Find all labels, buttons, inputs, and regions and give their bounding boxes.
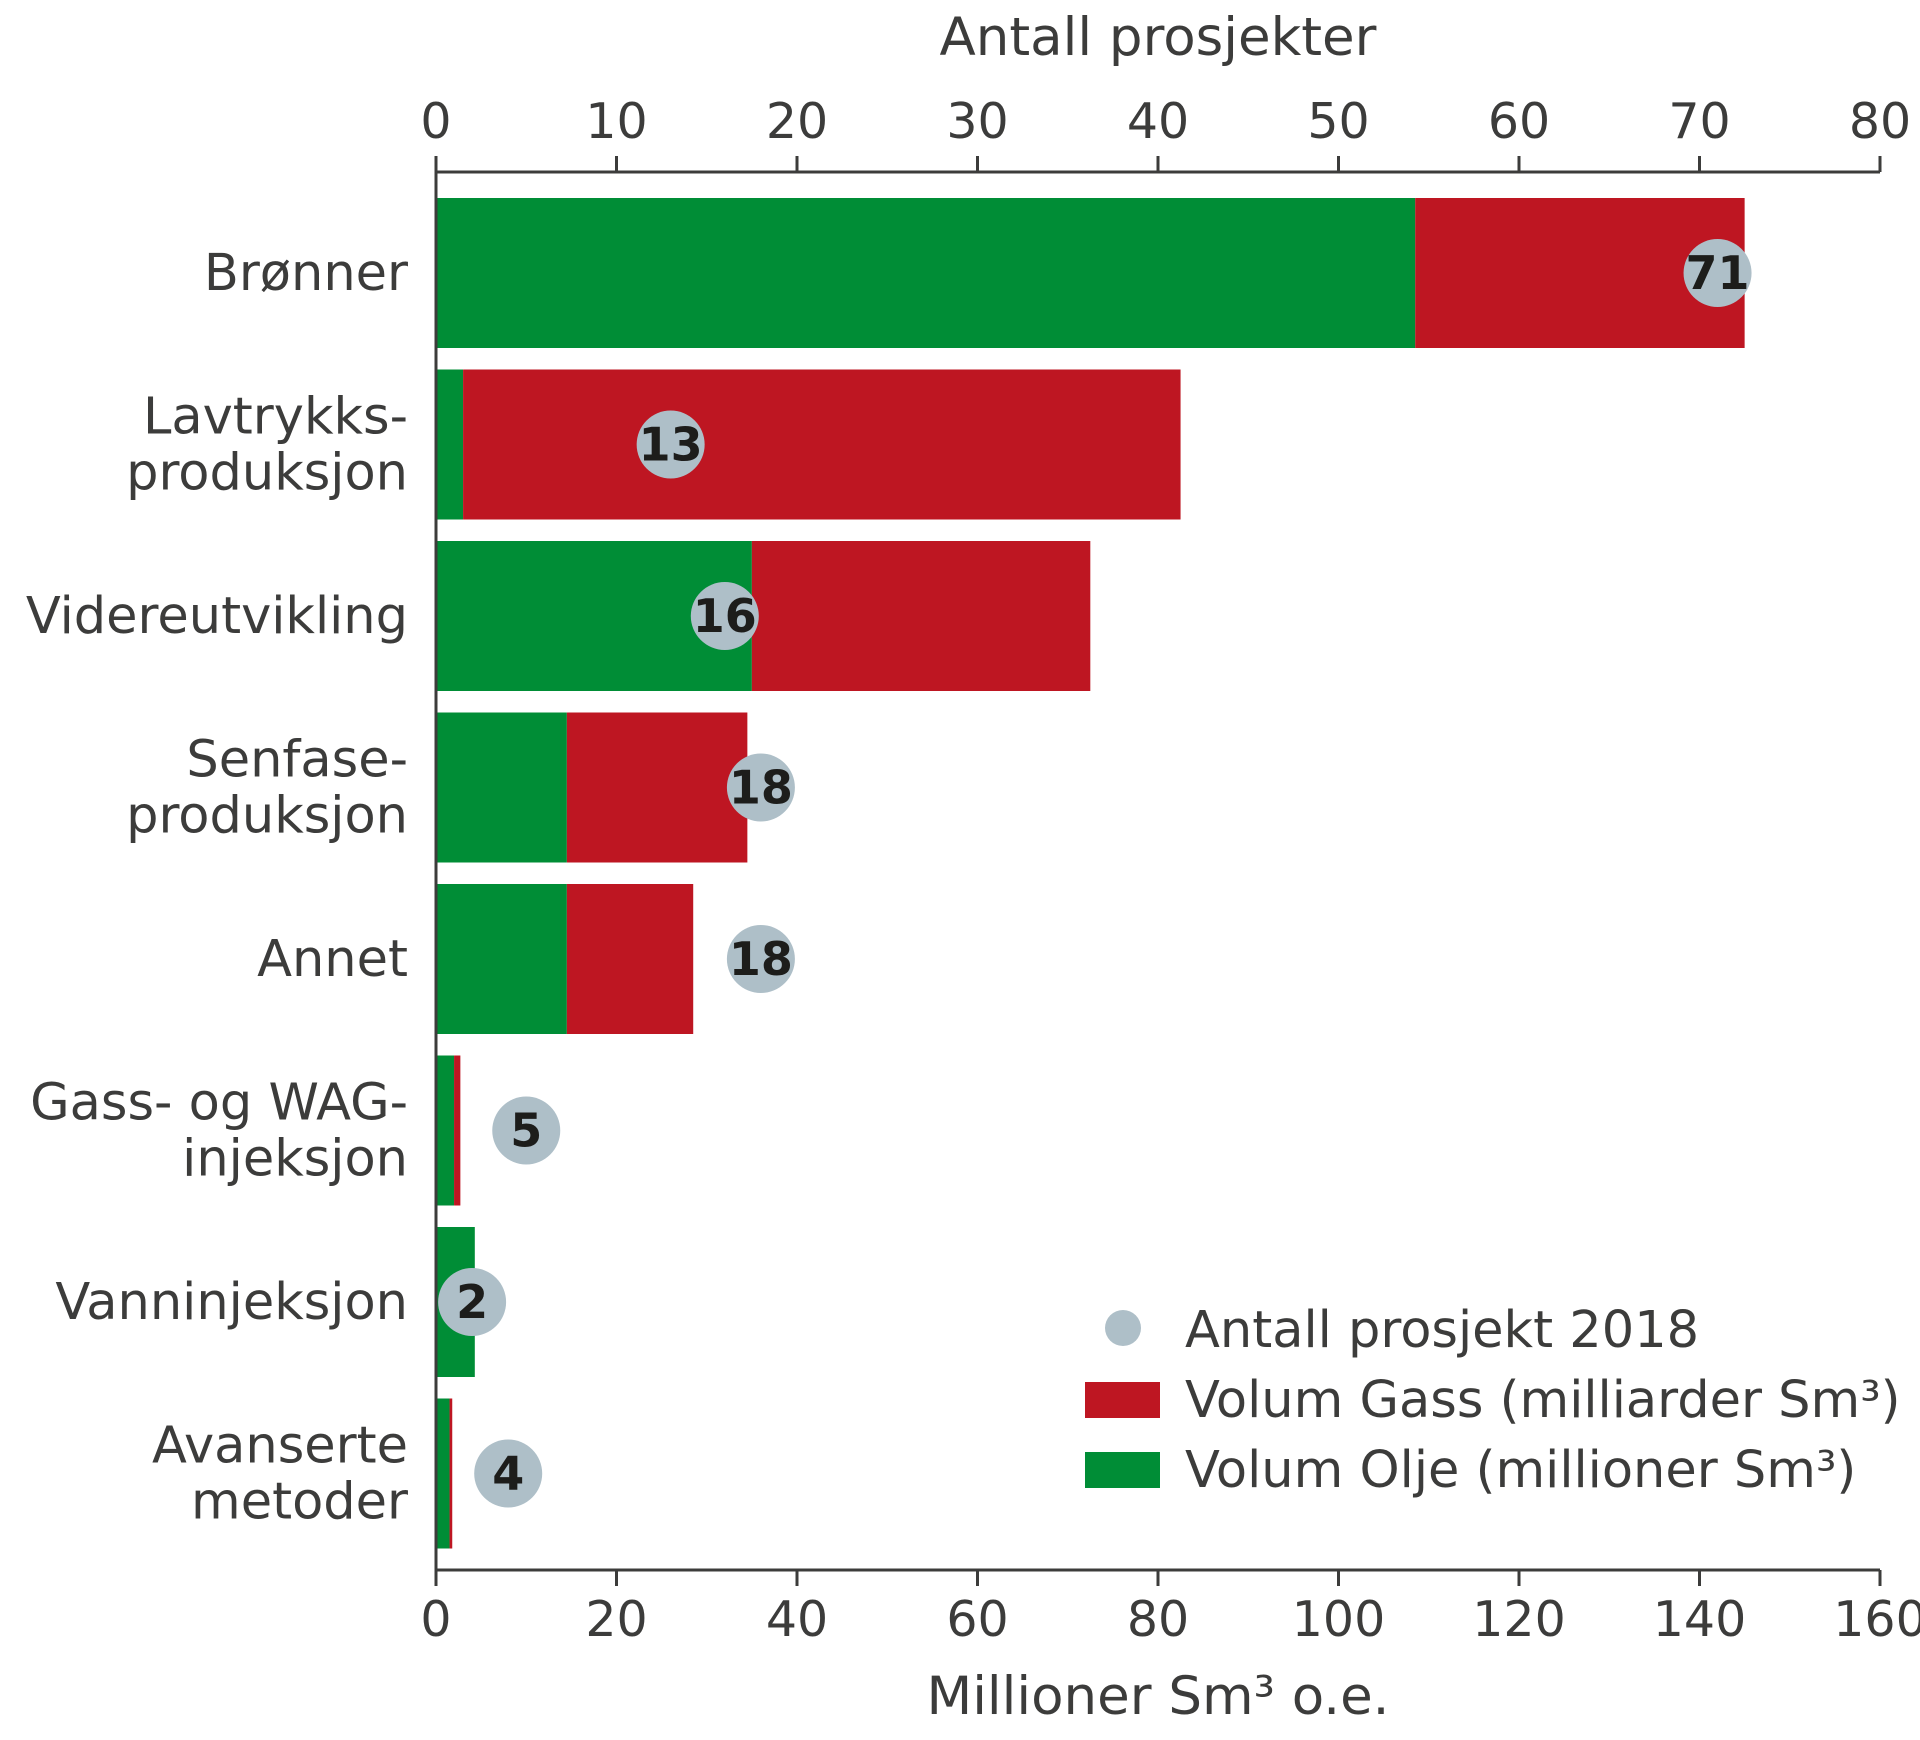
count-dot-6 [438,1268,507,1336]
count-dot-label: 13 [639,418,703,472]
bottom-tick-label: 160 [1833,1591,1920,1648]
count-dot-0 [1683,239,1752,307]
count-dot-2 [690,582,759,650]
top-tick-label: 0 [420,93,451,150]
count-dot-label: 4 [492,1447,524,1501]
category-label: Brønner [204,244,408,303]
legend-label-1: Volum Gass (milliarder Sm³) [1185,1371,1901,1430]
category-label: Vanninjeksjon [55,1273,408,1332]
count-dot-5 [492,1096,561,1165]
bar-gass-5 [454,1055,461,1206]
bottom-tick-label: 40 [766,1591,828,1648]
bar-gass-2 [751,541,1091,691]
top-tick-label: 70 [1668,93,1730,150]
top-tick-label: 40 [1127,93,1189,150]
legend-label-2: Volum Olje (millioner Sm³) [1185,1441,1856,1500]
bar-olje-1 [436,369,464,520]
count-dot-7 [474,1439,543,1508]
count-dot-label: 18 [729,932,793,986]
category-label: produksjon [126,787,408,846]
category-label: Lavtrykks- [143,388,408,447]
category-label: Senfase- [186,731,408,790]
category-label: Videreutvikling [26,587,408,646]
legend-label-0: Antall prosjekt 2018 [1185,1301,1699,1360]
bar-olje-4 [436,884,567,1034]
category-label: injeksjon [182,1130,408,1189]
legend-olje-swatch [1085,1452,1160,1488]
count-dot-label: 71 [1686,246,1750,300]
bottom-tick-label: 120 [1472,1591,1566,1648]
category-label: produksjon [126,444,408,503]
bar-olje-3 [436,712,567,863]
count-dot-label: 2 [456,1275,488,1329]
top-tick-label: 30 [946,93,1008,150]
bottom-tick-label: 140 [1653,1591,1747,1648]
bar-gass-1 [463,369,1181,520]
bar-gass-7 [449,1398,453,1549]
top-axis-title: Antall prosjekter [940,7,1377,68]
legend-gass-swatch [1085,1382,1160,1418]
bottom-tick-label: 80 [1127,1591,1189,1648]
bar-olje-0 [436,198,1416,348]
top-tick-label: 20 [766,93,828,150]
category-label: metoder [191,1473,408,1532]
bottom-tick-label: 0 [420,1591,451,1648]
bottom-tick-label: 60 [946,1591,1008,1648]
legend-dot-marker [1105,1310,1141,1346]
bottom-tick-label: 20 [585,1591,647,1648]
bar-olje-7 [436,1398,450,1549]
bar-olje-5 [436,1055,455,1206]
bars-layer [436,198,1745,1549]
labels-layer: Brønner Lavtrykks-produksjon Videreutvikli… [26,244,408,1532]
top-tick-label: 50 [1307,93,1369,150]
count-dot-3 [726,753,795,822]
count-dot-label: 5 [510,1104,542,1158]
bottom-tick-label: 100 [1292,1591,1386,1648]
count-dot-label: 18 [729,761,793,815]
count-dot-4 [726,925,795,993]
top-tick-label: 10 [585,93,647,150]
category-label: Gass- og WAG- [30,1074,408,1133]
axes-layer: 0 20 40 60 80 100 120 140 160 Millioner Sm³ o.e. 0… [420,7,1920,1727]
bottom-axis-title: Millioner Sm³ o.e. [926,1666,1389,1727]
category-label: Annet [257,930,408,989]
bar-gass-3 [566,712,748,863]
category-label: Avanserte [152,1417,408,1476]
bar-gass-4 [566,884,694,1034]
count-dot-1 [636,410,705,479]
top-tick-label: 80 [1849,93,1911,150]
legend: Antall prosjekt 2018 Volum Gass (milliard… [1085,1301,1901,1500]
points-layer: 71 13 16 18 18 5 2 4 [438,239,1752,1508]
count-dot-label: 16 [693,589,757,643]
top-tick-label: 60 [1488,93,1550,150]
